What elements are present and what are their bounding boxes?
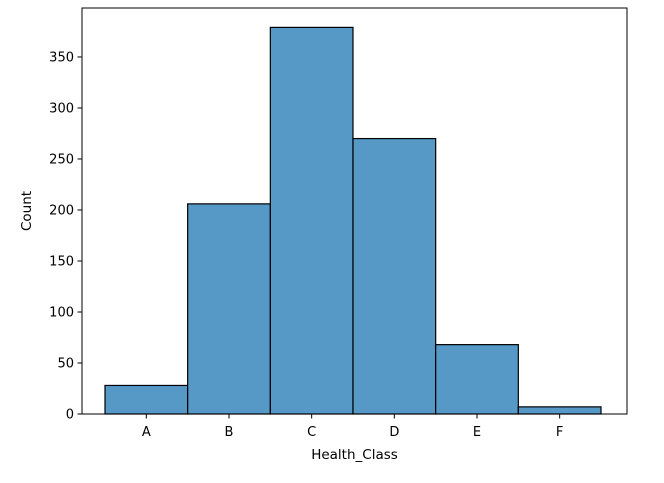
y-tick-label: 350 — [49, 50, 74, 65]
y-tick-label: 150 — [49, 254, 74, 269]
x-tick-label: D — [389, 425, 399, 440]
x-axis-ticks: A B C D E F — [142, 414, 563, 440]
y-tick-label: 200 — [49, 203, 74, 218]
x-axis-label: Health_Class — [311, 447, 398, 463]
bar-B — [187, 203, 271, 415]
bar-E — [435, 344, 519, 415]
y-axis-ticks: 0 50 100 150 200 250 300 350 — [49, 50, 82, 423]
y-tick-label: 300 — [49, 101, 74, 116]
x-tick-label: E — [473, 425, 481, 440]
bars-group — [104, 26, 602, 415]
x-tick-label: B — [225, 425, 234, 440]
y-tick-label: 0 — [66, 408, 74, 423]
bar-D — [352, 137, 437, 415]
plot-frame — [81, 7, 628, 415]
y-axis-label: Count — [19, 191, 35, 231]
x-tick-label: F — [556, 425, 563, 440]
x-tick-label: A — [142, 425, 151, 440]
y-tick-label: 50 — [57, 356, 74, 371]
bar-A — [104, 384, 189, 415]
y-tick-label: 250 — [49, 152, 74, 167]
x-tick-label: C — [307, 425, 316, 440]
y-tick-label: 100 — [49, 305, 74, 320]
bar-C — [269, 26, 354, 415]
bar-F — [517, 406, 602, 415]
